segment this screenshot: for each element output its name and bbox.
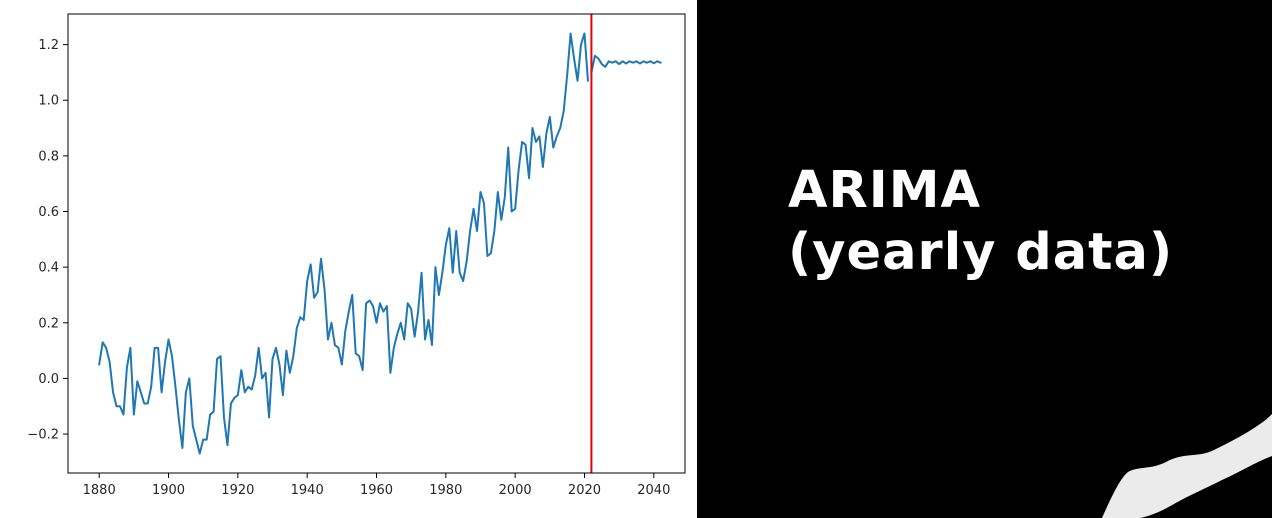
series-line-history: [98, 32, 589, 455]
y-tick-label: 1.2: [38, 38, 59, 53]
x-tick-label: 2040: [637, 483, 670, 498]
x-tick-label: 1900: [152, 483, 185, 498]
y-tick-label: 0.0: [38, 372, 59, 387]
chart-panel: 1880 1900 1920 1940 1960 1980 2000 2020 2040 −0.…: [0, 0, 697, 518]
x-tick-label: 2000: [499, 483, 532, 498]
y-tick-label: 1.0: [38, 94, 59, 109]
series-line-forecast: [590, 54, 662, 74]
y-tick-label: 0.8: [38, 149, 59, 164]
x-tick-label: 1960: [360, 483, 393, 498]
decorative-swoosh: [1102, 414, 1272, 518]
y-tick-label: 0.4: [38, 261, 59, 276]
x-tick-label: 1920: [221, 483, 254, 498]
x-tick-label: 1980: [429, 483, 462, 498]
headline-line-1: ARIMA: [788, 161, 981, 220]
axes-frame: [67, 13, 686, 474]
y-tick-label: −0.2: [27, 428, 59, 443]
headline: ARIMA (yearly data): [788, 160, 1248, 284]
y-axis: −0.2 0.0 0.2 0.4 0.6 0.8 1.0 1.2: [27, 38, 68, 443]
x-tick-label: 1940: [291, 483, 324, 498]
x-tick-label: 2020: [568, 483, 601, 498]
y-tick-label: 0.2: [38, 316, 59, 331]
x-tick-label: 1880: [83, 483, 116, 498]
x-axis: 1880 1900 1920 1940 1960 1980 2000 2020 2040: [83, 473, 670, 498]
line-chart: 1880 1900 1920 1940 1960 1980 2000 2020 2040 −0.…: [27, 13, 686, 498]
y-tick-label: 0.6: [38, 205, 59, 220]
plot-area: [98, 14, 662, 473]
headline-line-2: (yearly data): [788, 223, 1174, 282]
